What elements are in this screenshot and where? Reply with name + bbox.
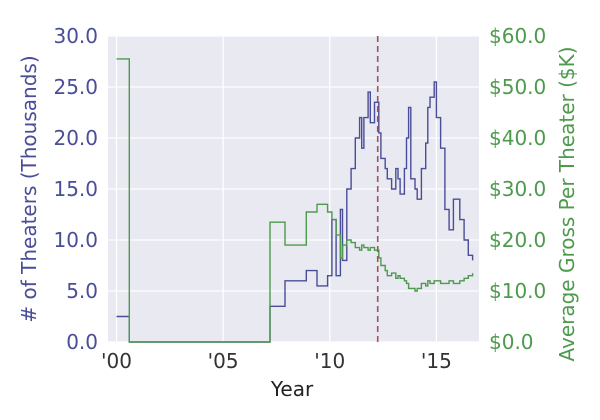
x-axis-title: Year xyxy=(270,377,314,401)
x-tick-label: '15 xyxy=(421,349,452,373)
left-tick-label: 0.0 xyxy=(66,330,98,354)
right-axis-ticks: $0.0 $10.0 $20.0 $30.0 $40.0 $50.0 $60.0 xyxy=(489,24,546,354)
grid xyxy=(108,35,479,343)
right-tick-label: $10.0 xyxy=(489,279,546,303)
gross-series-line xyxy=(116,58,474,343)
x-axis-ticks: '00 '05 '10 '15 xyxy=(101,349,452,373)
right-tick-label: $0.0 xyxy=(489,330,534,354)
left-tick-label: 30.0 xyxy=(53,24,98,48)
theaters-series-line xyxy=(116,81,474,343)
left-tick-label: 5.0 xyxy=(66,279,98,303)
right-tick-label: $20.0 xyxy=(489,228,546,252)
right-tick-label: $60.0 xyxy=(489,24,546,48)
left-axis-title: # of Theaters (Thousands) xyxy=(17,55,41,322)
left-axis-ticks: 0.0 5.0 10.0 15.0 20.0 25.0 30.0 xyxy=(53,24,98,354)
x-tick-label: '00 xyxy=(101,349,132,373)
right-axis-title: Average Gross Per Theater ($K) xyxy=(555,46,579,361)
right-tick-label: $40.0 xyxy=(489,126,546,150)
x-tick-label: '10 xyxy=(314,349,345,373)
right-tick-label: $30.0 xyxy=(489,177,546,201)
right-tick-label: $50.0 xyxy=(489,75,546,99)
left-tick-label: 20.0 xyxy=(53,126,98,150)
left-tick-label: 10.0 xyxy=(53,228,98,252)
series-layer xyxy=(116,58,474,343)
x-tick-label: '05 xyxy=(208,349,239,373)
left-tick-label: 15.0 xyxy=(53,177,98,201)
left-tick-label: 25.0 xyxy=(53,75,98,99)
